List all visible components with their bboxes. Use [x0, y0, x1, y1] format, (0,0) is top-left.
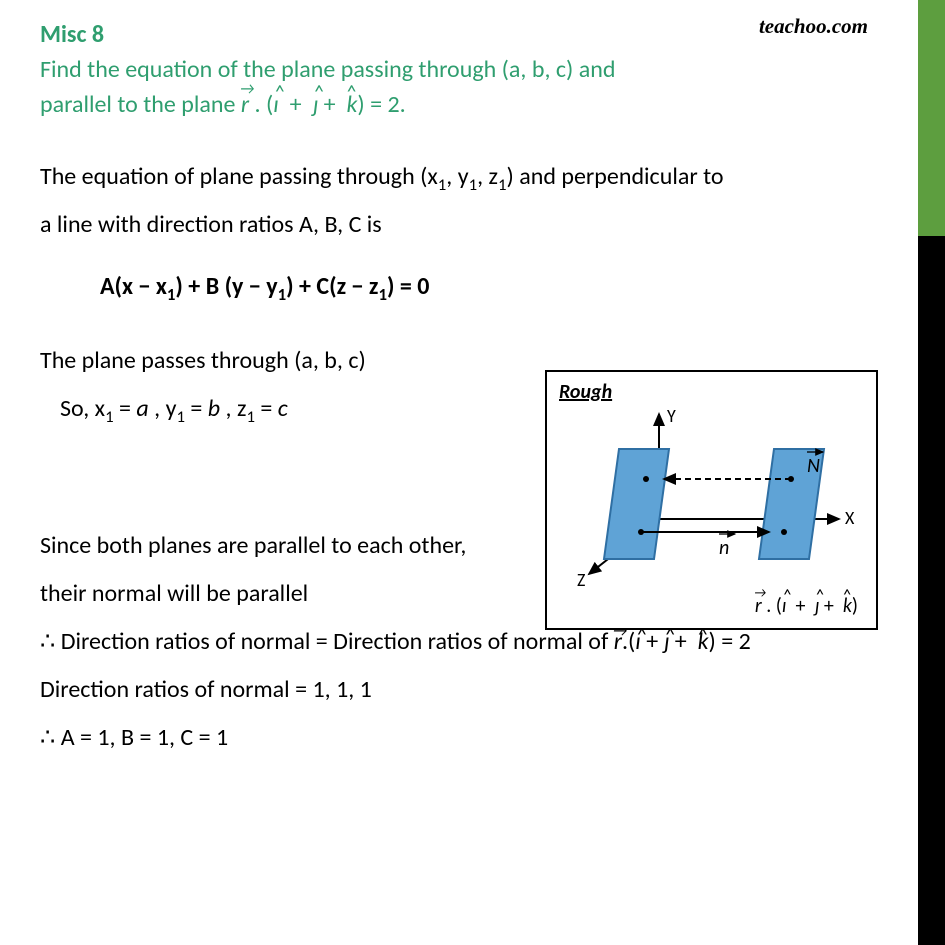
question-line2-post: = 2. — [365, 90, 406, 119]
brand: teachoo.com — [759, 14, 868, 39]
paragraph-1: The equation of plane passing through (x… — [40, 153, 888, 201]
question-line2-pre: parallel to the plane — [40, 90, 241, 119]
paragraph-8: Direction ratios of normal = 1, 1, 1 — [40, 666, 888, 714]
rough-equation: r . (ı + ȷ + k) — [559, 594, 864, 618]
rough-box: Rough Y X Z O — [545, 370, 878, 630]
rough-diagram: Y X Z O N n — [559, 404, 864, 594]
svg-text:n: n — [719, 536, 729, 560]
paragraph-9: ∴ A = 1, B = 1, C = 1 — [40, 714, 888, 762]
svg-text:N: N — [807, 454, 820, 478]
svg-text:Y: Y — [667, 405, 676, 427]
svg-text:X: X — [845, 507, 855, 529]
equation-1: A(x − x1) + B (y − y1) + C(z − z1) = 0 — [40, 263, 888, 311]
question-line1: Find the equation of the plane passing t… — [40, 55, 615, 84]
svg-text:Z: Z — [577, 569, 585, 591]
paragraph-2: a line with direction ratios A, B, C is — [40, 201, 888, 249]
side-stripe-green — [918, 0, 945, 236]
rough-title: Rough — [559, 380, 864, 404]
question-text: Find the equation of the plane passing t… — [40, 53, 840, 123]
side-stripe-black — [918, 236, 945, 945]
